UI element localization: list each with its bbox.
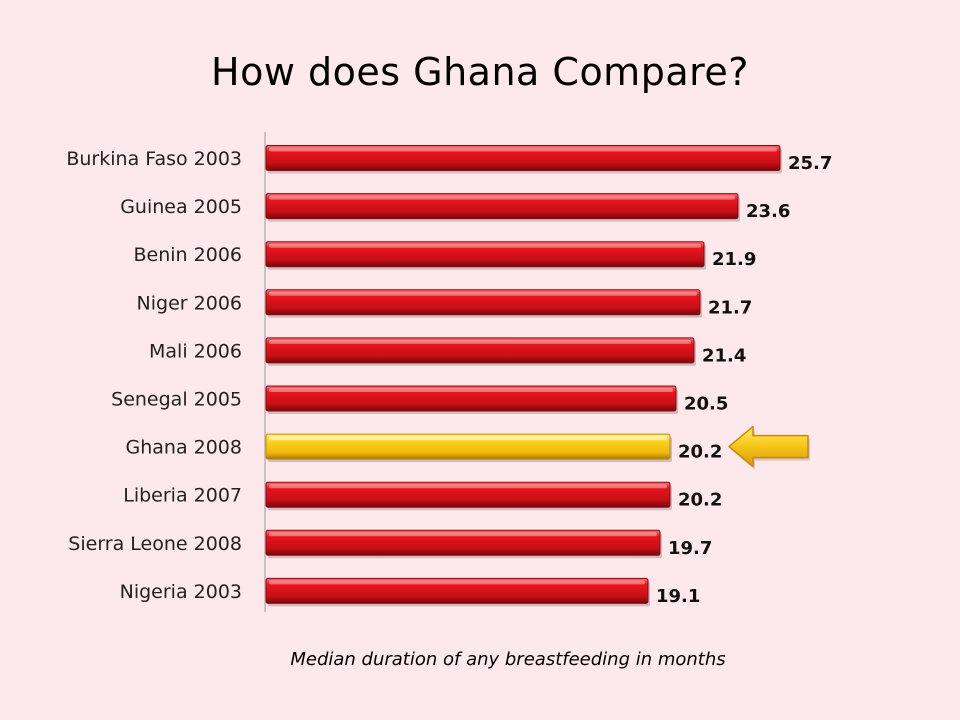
bar-gloss-burkina-faso-2003 bbox=[269, 147, 777, 152]
category-label-guinea-2005: Guinea 2005 bbox=[120, 196, 242, 218]
bar-sierra-leone-2008 bbox=[265, 529, 661, 556]
bar-gloss-benin-2006 bbox=[269, 243, 701, 248]
value-label-sierra-leone-2008: 19.7 bbox=[668, 538, 712, 559]
category-label-niger-2006: Niger 2006 bbox=[137, 292, 242, 314]
bar-gloss-liberia-2007 bbox=[269, 484, 667, 489]
bar-liberia-2007 bbox=[265, 481, 671, 508]
slide-title: How does Ghana Compare? bbox=[211, 50, 749, 94]
value-label-senegal-2005: 20.5 bbox=[684, 394, 728, 415]
value-label-guinea-2005: 23.6 bbox=[746, 201, 790, 222]
bar-gloss-nigeria-2003 bbox=[269, 580, 645, 585]
value-label-benin-2006: 21.9 bbox=[712, 249, 756, 270]
value-label-niger-2006: 21.7 bbox=[708, 297, 752, 318]
value-label-ghana-2008: 20.2 bbox=[678, 442, 722, 463]
bar-nigeria-2003 bbox=[265, 577, 649, 604]
value-label-nigeria-2003: 19.1 bbox=[656, 586, 700, 607]
bar-senegal-2005 bbox=[265, 385, 677, 412]
bar-gloss-mali-2006 bbox=[269, 339, 691, 344]
chart-caption: Median duration of any breastfeeding in … bbox=[290, 649, 726, 670]
category-label-nigeria-2003: Nigeria 2003 bbox=[120, 581, 242, 603]
value-label-burkina-faso-2003: 25.7 bbox=[788, 153, 832, 174]
value-label-liberia-2007: 20.2 bbox=[678, 490, 722, 511]
category-label-ghana-2008: Ghana 2008 bbox=[126, 437, 243, 459]
category-label-benin-2006: Benin 2006 bbox=[134, 244, 242, 266]
bar-gloss-niger-2006 bbox=[269, 291, 697, 296]
bar-burkina-faso-2003 bbox=[265, 145, 781, 171]
bar-guinea-2005 bbox=[265, 193, 739, 220]
category-label-liberia-2007: Liberia 2007 bbox=[123, 485, 242, 507]
bar-ghana-2008 bbox=[265, 433, 671, 460]
category-label-mali-2006: Mali 2006 bbox=[149, 340, 242, 362]
category-label-sierra-leone-2008: Sierra Leone 2008 bbox=[68, 533, 242, 555]
bar-gloss-sierra-leone-2008 bbox=[269, 532, 657, 537]
bar-mali-2006 bbox=[265, 337, 695, 364]
highlight-arrow-icon bbox=[728, 425, 809, 468]
bar-gloss-senegal-2005 bbox=[269, 388, 673, 392]
bar-niger-2006 bbox=[265, 289, 701, 316]
category-label-burkina-faso-2003: Burkina Faso 2003 bbox=[66, 148, 242, 170]
category-label-senegal-2005: Senegal 2005 bbox=[111, 389, 242, 411]
bar-gloss-ghana-2008 bbox=[269, 436, 667, 441]
bar-gloss-guinea-2005 bbox=[269, 195, 735, 200]
bar-benin-2006 bbox=[265, 241, 705, 268]
value-label-mali-2006: 21.4 bbox=[702, 345, 746, 366]
